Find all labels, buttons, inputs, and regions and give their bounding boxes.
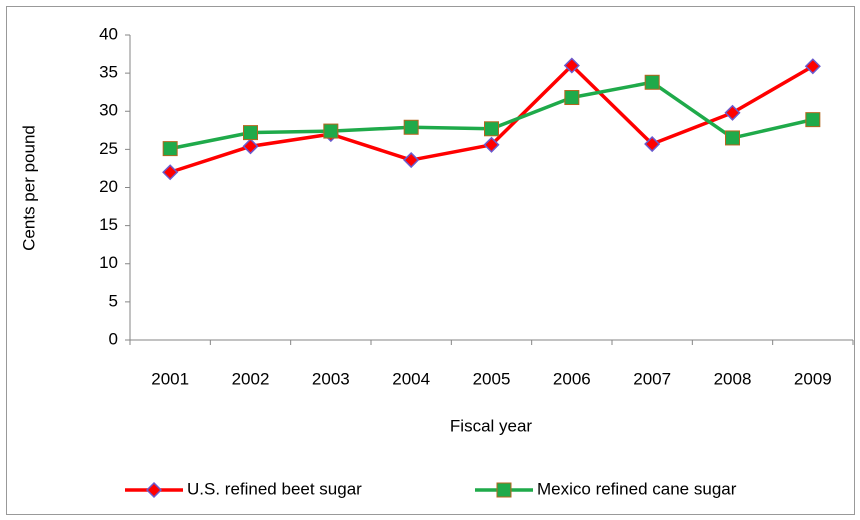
y-tick-label: 25 [99,139,118,158]
data-point [563,57,580,74]
x-axis-label: Fiscal year [450,416,533,435]
data-point [725,130,740,146]
data-point [644,135,661,153]
legend-marker [145,481,163,499]
data-point [564,90,580,106]
x-tick-label: 2001 [151,369,189,388]
data-point [804,58,821,75]
legend-label: U.S. refined beet sugar [187,479,362,498]
chart-border [6,6,855,515]
y-tick-label: 15 [99,215,118,234]
legend-label: Mexico refined cane sugar [537,479,737,498]
y-tick-label: 40 [99,24,118,43]
data-point [243,125,258,141]
data-point [403,119,419,135]
data-point [484,121,499,137]
y-tick-label: 35 [99,63,118,82]
data-point [644,74,660,90]
data-point [242,138,259,155]
x-tick-label: 2002 [232,369,270,388]
data-point [403,151,420,169]
y-tick-label: 0 [109,329,118,348]
data-point [483,136,500,153]
x-tick-label: 2003 [312,369,350,388]
y-tick-label: 30 [99,101,118,120]
x-tick-label: 2004 [392,369,430,388]
x-tick-label: 2009 [794,369,832,388]
x-tick-label: 2006 [553,369,591,388]
x-tick-label: 2005 [473,369,511,388]
x-tick-label: 2008 [714,369,752,388]
x-tick-label: 2007 [633,369,671,388]
y-tick-label: 10 [99,253,118,272]
y-tick-label: 20 [99,177,118,196]
y-axis-label: Cents per pound [19,125,38,251]
legend-marker [496,482,512,498]
data-point [162,164,179,181]
data-point [805,112,821,128]
data-point [323,123,339,139]
y-tick-label: 5 [109,291,118,310]
data-point [724,104,741,121]
data-point [162,141,178,157]
